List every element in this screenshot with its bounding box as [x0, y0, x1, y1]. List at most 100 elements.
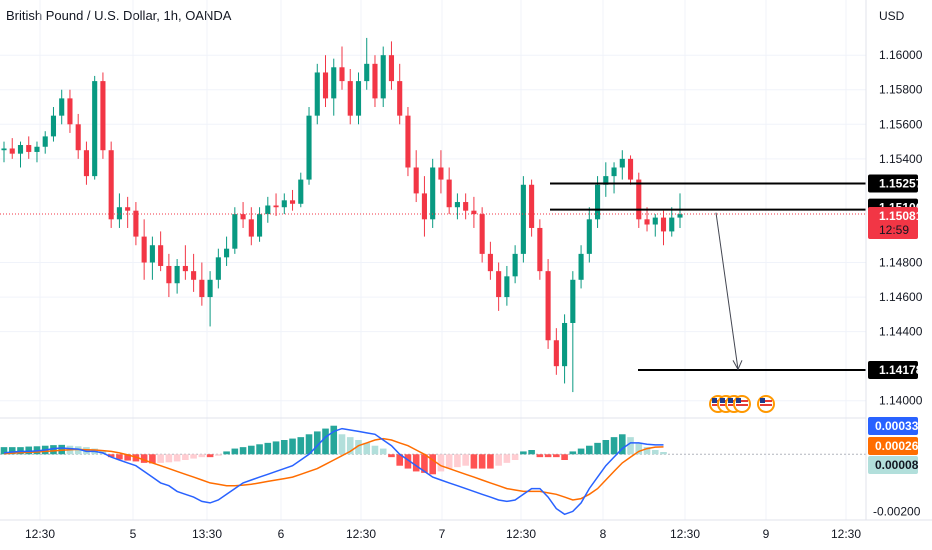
- macd-value-badge: 0.00026: [875, 439, 919, 453]
- macd-signal-line: [3, 437, 664, 501]
- candle-body: [652, 217, 658, 225]
- candle-body: [9, 148, 15, 154]
- x-tick-label: 6: [278, 527, 285, 541]
- macd-histogram-bar: [553, 454, 560, 458]
- macd-histogram-bar: [577, 448, 585, 455]
- candle-body: [1, 148, 7, 151]
- macd-histogram-bar: [404, 454, 412, 469]
- macd-histogram-bar: [8, 447, 16, 455]
- economic-events[interactable]: [709, 395, 775, 413]
- candle-body: [487, 253, 493, 272]
- x-tick-label: 5: [130, 527, 137, 541]
- macd-histogram-bar: [503, 454, 511, 463]
- candle-body: [265, 205, 271, 215]
- x-tick-label: 13:30: [192, 527, 222, 541]
- candle-body: [125, 207, 131, 211]
- flag-canton: [728, 398, 733, 403]
- x-tick-label: 9: [763, 527, 770, 541]
- macd-histogram-bar: [371, 445, 379, 455]
- y-tick-label: 1.16000: [879, 48, 923, 62]
- macd-histogram-bar: [536, 454, 544, 458]
- macd-histogram-bar: [50, 445, 57, 455]
- candle-body: [397, 81, 403, 116]
- candle-body: [380, 55, 386, 99]
- us-flag-event-icon[interactable]: [757, 395, 775, 413]
- level-badge-bg: [868, 360, 918, 379]
- current-price-value: 1.15081: [879, 209, 923, 223]
- macd-histogram-bar: [627, 437, 634, 455]
- candle-body: [67, 98, 73, 125]
- macd-histogram-bar: [643, 447, 651, 455]
- candle-body: [75, 124, 81, 151]
- candle-body: [454, 202, 460, 208]
- candle-body: [207, 279, 213, 298]
- macd-histogram-bar: [610, 437, 618, 455]
- macd-histogram-bar: [239, 447, 247, 455]
- macd-histogram-bar: [346, 437, 354, 455]
- macd-histogram-bar: [651, 450, 659, 455]
- y-tick-label: 1.14600: [879, 290, 923, 304]
- macd-histogram-bar: [256, 444, 263, 455]
- candle-body: [289, 200, 296, 204]
- candle-body: [248, 219, 254, 237]
- candle-body: [232, 214, 238, 249]
- candle-body: [627, 158, 634, 180]
- flag-canton: [760, 398, 765, 403]
- candle-body: [504, 276, 510, 298]
- macd-histogram-bar: [437, 454, 445, 472]
- current-price-badge-bg: [868, 206, 918, 239]
- candle-body: [644, 219, 650, 225]
- candle-body: [34, 146, 40, 152]
- candle-body: [570, 279, 576, 323]
- macd-histogram-bar: [338, 434, 346, 455]
- macd-histogram-bar: [149, 454, 156, 464]
- macd-histogram-bar: [231, 448, 239, 455]
- macd-histogram-bar: [379, 448, 387, 455]
- candle-body: [479, 214, 485, 254]
- macd-histogram-bar: [198, 454, 206, 458]
- candle-body: [520, 184, 526, 254]
- macd-histogram-bar: [528, 450, 535, 455]
- macd-value-badge-bg: [868, 417, 918, 435]
- macd-histogram-bar: [594, 442, 601, 455]
- candle-body: [471, 210, 477, 215]
- us-flag-event-icon[interactable]: [733, 395, 751, 413]
- macd-line: [3, 427, 664, 516]
- candle-body: [306, 115, 312, 180]
- candle-body: [133, 210, 139, 237]
- flag-canton: [712, 398, 717, 403]
- candle-body: [578, 253, 584, 280]
- y-tick-label: 1.15800: [879, 83, 923, 97]
- candle-body: [215, 257, 221, 280]
- macd-histogram-bar: [363, 442, 371, 455]
- x-tick-label: 12:30: [506, 527, 536, 541]
- candle-body: [669, 217, 675, 232]
- y-tick-label: 1.15600: [879, 117, 923, 131]
- macd-value-badge-bg: [868, 456, 918, 474]
- candle-body: [240, 214, 246, 220]
- macd-histogram-bar: [388, 454, 395, 458]
- macd-histogram-bar: [280, 440, 288, 455]
- candle-body: [339, 67, 345, 82]
- macd-histogram-bar: [470, 454, 478, 469]
- macd-histogram-bar: [289, 438, 296, 455]
- x-tick-label: 12:30: [831, 527, 861, 541]
- macd-pane: [0, 425, 866, 516]
- flag-canton: [736, 398, 741, 403]
- candle-body: [149, 245, 155, 263]
- candle-body: [619, 158, 625, 168]
- macd-histogram-bar: [190, 454, 197, 459]
- macd-histogram-bar: [272, 441, 280, 455]
- candle-body: [446, 179, 452, 208]
- macd-histogram-bar: [495, 454, 502, 466]
- macd-histogram-bar: [660, 452, 667, 455]
- macd-histogram-bar: [478, 454, 486, 469]
- grid: [0, 0, 866, 520]
- candle-body: [322, 72, 329, 99]
- level-badge-bg: [868, 174, 918, 193]
- candle-body: [364, 63, 370, 82]
- macd-histogram-bar: [355, 440, 362, 455]
- macd-histogram-bar: [182, 454, 189, 460]
- macd-histogram-bar: [215, 454, 222, 456]
